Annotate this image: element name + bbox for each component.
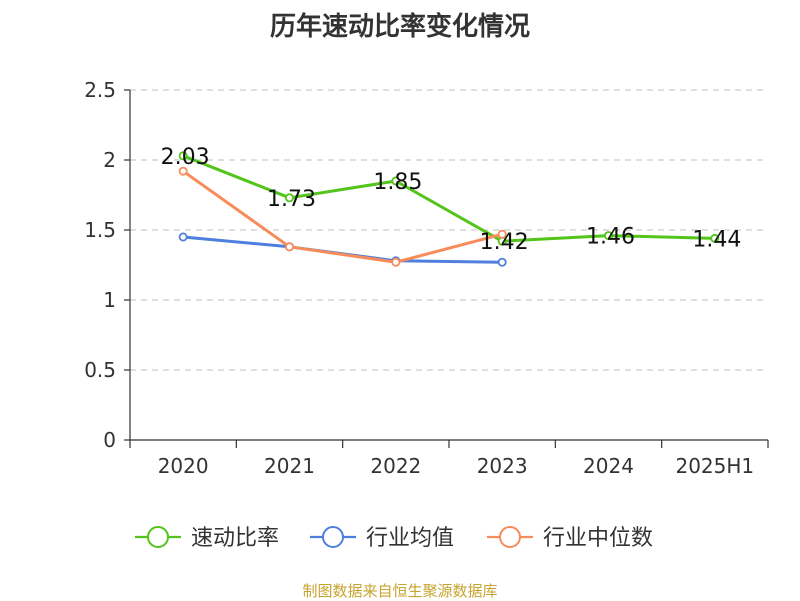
grid-lines	[130, 89, 768, 371]
legend-item-2[interactable]: 行业中位数	[487, 526, 653, 551]
legend-label: 行业均值	[366, 526, 454, 551]
data-label: 1.73	[267, 187, 316, 212]
y-tick-label: 2	[103, 148, 116, 172]
series-lines	[178, 151, 720, 267]
legend[interactable]: 速动比率 行业均值 行业中位数	[135, 526, 653, 551]
data-label: 1.85	[373, 170, 422, 195]
axes: 0 0.5 1 1.5 2 2.5 2020 2021 2022 2023 2024 2025H1	[84, 78, 769, 478]
data-label: 1.44	[692, 227, 741, 252]
legend-marker	[322, 526, 344, 548]
legend-label: 行业中位数	[543, 526, 653, 551]
source-note: 制图数据来自恒生聚源数据库	[302, 582, 498, 600]
y-tick-label: 0.5	[84, 358, 116, 382]
series-line-1	[183, 235, 503, 264]
y-tick-label: 1.5	[84, 218, 116, 242]
x-tick-label: 2021	[264, 454, 315, 478]
data-point	[178, 151, 188, 161]
x-tick-label: 2023	[477, 454, 528, 478]
data-point	[497, 229, 507, 239]
data-point	[178, 232, 188, 242]
data-label: 1.46	[586, 225, 635, 250]
x-tick-label: 2024	[583, 454, 634, 478]
x-tick-label: 2025H1	[675, 454, 754, 478]
legend-label: 速动比率	[191, 526, 279, 551]
data-point	[284, 193, 294, 203]
x-tick-label: 2022	[370, 454, 421, 478]
series-line-0	[182, 154, 715, 243]
data-point	[284, 242, 294, 252]
data-point	[497, 257, 507, 267]
data-point	[604, 231, 614, 241]
data-labels: 2.03 1.73 1.85 1.42 1.46 1.44	[161, 145, 742, 255]
data-point	[391, 176, 401, 186]
data-point	[178, 166, 188, 176]
legend-item-0[interactable]: 速动比率	[135, 526, 279, 551]
series-line-2	[182, 169, 503, 264]
y-tick-label: 0	[103, 428, 116, 452]
data-label: 2.03	[161, 145, 210, 170]
legend-marker	[499, 526, 521, 548]
data-label: 1.42	[480, 230, 529, 255]
x-tick-label: 2020	[158, 454, 209, 478]
legend-marker	[147, 526, 169, 548]
y-tick-label: 2.5	[84, 78, 116, 102]
data-point	[710, 233, 720, 243]
legend-item-1[interactable]: 行业均值	[310, 526, 454, 551]
data-point	[391, 257, 401, 267]
y-tick-label: 1	[103, 288, 116, 312]
chart-title: 历年速动比率变化情况	[269, 12, 530, 42]
